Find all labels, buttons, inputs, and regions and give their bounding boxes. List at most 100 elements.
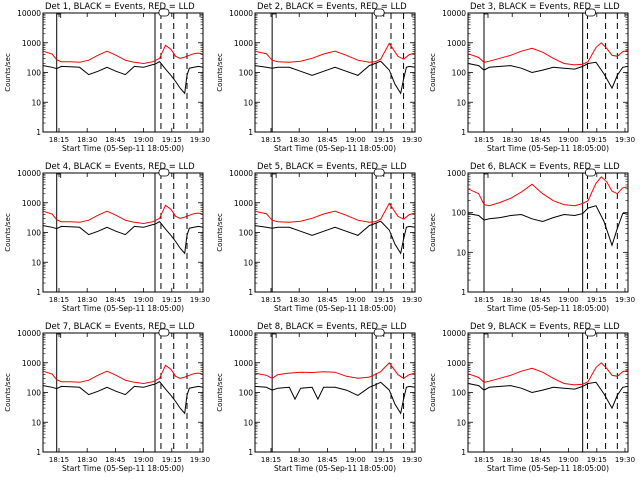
y-axis-label: Counts/sec: [429, 53, 437, 92]
y-tick-label: 100: [239, 69, 254, 78]
y-axis-label: Counts/sec: [429, 213, 437, 252]
saa-marker-box: [158, 8, 170, 17]
x-tick-label: 19:15: [162, 296, 182, 304]
x-tick-label: 19:00: [559, 136, 579, 144]
chart-panel-1: 1 10 100 1000 10000 18:15 18:30 18:45 19:00 19:15…: [4, 2, 210, 153]
saa-marker-box: [373, 8, 385, 17]
y-tick-label: 1000: [234, 359, 253, 368]
y-tick-label: 10: [243, 418, 253, 427]
x-tick-label: 19:30: [402, 136, 422, 144]
y-tick-label: 100: [27, 229, 42, 238]
chart-panel-7: 1 10 100 1000 10000 18:15 18:30 18:45 19:00 19:15…: [4, 322, 210, 473]
x-tick-label: 18:15: [49, 296, 69, 304]
chart-title: Det 5, BLACK = Events, RED = LLD: [257, 162, 407, 172]
x-tick-label: 19:30: [190, 456, 210, 464]
flag-marker: [272, 13, 277, 18]
x-tick-label: 18:45: [317, 296, 337, 304]
x-tick-label: 18:30: [289, 456, 309, 464]
y-tick-label: 1000: [447, 39, 466, 48]
x-tick-label: 19:30: [402, 296, 422, 304]
events-series-line: [254, 381, 416, 415]
x-tick-label: 18:15: [49, 456, 69, 464]
y-tick-label: 100: [27, 389, 42, 398]
chart-panel-4: 1 10 100 1000 10000 18:15 18:30 18:45 19:00 19:15…: [4, 162, 210, 313]
y-tick-label: 1000: [447, 169, 466, 178]
x-tick-label: 18:30: [289, 136, 309, 144]
y-tick-label: 10: [243, 258, 253, 267]
lld-series-line: [42, 364, 204, 385]
saa-marker-box: [585, 328, 596, 337]
y-tick-label: 10: [456, 248, 466, 257]
x-tick-label: 18:45: [317, 456, 337, 464]
saa-marker-box: [585, 8, 596, 17]
x-tick-label: 18:15: [474, 456, 494, 464]
lld-series-line: [467, 362, 629, 386]
events-series-line: [467, 61, 629, 90]
x-tick-label: 19:00: [134, 296, 154, 304]
y-tick-label: 10: [456, 98, 466, 107]
chart-title: Det 4, BLACK = Events, RED = LLD: [45, 162, 195, 172]
flag-marker: [56, 13, 62, 18]
x-tick-label: 18:30: [502, 456, 522, 464]
x-tick-label: 18:30: [502, 136, 522, 144]
y-tick-label: 100: [239, 229, 254, 238]
x-tick-label: 19:00: [134, 456, 154, 464]
lld-series-line: [254, 42, 416, 63]
y-tick-label: 1000: [234, 199, 253, 208]
y-tick-label: 1: [461, 128, 466, 137]
y-tick-label: 10000: [17, 329, 41, 338]
y-tick-label: 100: [452, 389, 467, 398]
saa-marker-box: [373, 168, 385, 177]
saa-marker-box: [158, 168, 170, 177]
y-axis-label: Counts/sec: [4, 53, 12, 92]
y-tick-label: 1000: [22, 39, 41, 48]
lld-series-line: [467, 42, 629, 66]
x-tick-label: 19:00: [346, 296, 366, 304]
x-tick-label: 18:30: [289, 296, 309, 304]
flag-marker: [272, 173, 277, 178]
chart-panel-3: 1 10 100 1000 10000 18:15 18:30 18:45 19:00 19:15…: [429, 2, 635, 153]
events-series-line: [467, 205, 629, 247]
x-tick-label: 18:45: [105, 136, 125, 144]
saa-marker-box: [585, 168, 596, 177]
chart-title: Det 2, BLACK = Events, RED = LLD: [257, 2, 407, 12]
x-tick-label: 19:00: [134, 136, 154, 144]
y-tick-label: 1: [248, 128, 253, 137]
x-tick-label: 19:30: [615, 136, 635, 144]
x-tick-label: 19:30: [190, 136, 210, 144]
x-tick-label: 18:15: [474, 296, 494, 304]
y-tick-label: 10: [243, 98, 253, 107]
x-tick-label: 19:15: [374, 296, 394, 304]
x-tick-label: 18:45: [530, 296, 550, 304]
x-tick-label: 18:30: [77, 456, 97, 464]
y-tick-label: 1000: [22, 199, 41, 208]
chart-title: Det 6, BLACK = Events, RED = LLD: [470, 162, 620, 172]
y-tick-label: 1: [461, 288, 466, 297]
y-tick-label: 10: [31, 258, 41, 267]
x-tick-label: 18:15: [261, 456, 281, 464]
chart-title: Det 3, BLACK = Events, RED = LLD: [470, 2, 620, 12]
x-tick-label: 19:30: [402, 456, 422, 464]
x-axis-label: Start Time (05-Sep-11 18:05:00): [274, 464, 396, 473]
flag-marker: [56, 333, 62, 338]
chart-panel-8: 1 10 100 1000 10000 18:15 18:30 18:45 19:00 19:15…: [216, 322, 422, 473]
x-axis-label: Start Time (05-Sep-11 18:05:00): [274, 304, 396, 313]
lld-series-line: [42, 44, 204, 65]
y-tick-label: 10: [31, 418, 41, 427]
flag-marker: [272, 333, 277, 338]
flag-marker: [484, 173, 489, 178]
chart-panel-9: 1 10 100 1000 10000 18:15 18:30 18:45 19:00 19:15…: [429, 322, 635, 473]
y-tick-label: 1000: [234, 39, 253, 48]
y-axis-label: Counts/sec: [216, 213, 224, 252]
events-series-line: [254, 60, 416, 95]
x-tick-label: 19:30: [615, 296, 635, 304]
y-tick-label: 10000: [229, 329, 253, 338]
y-tick-label: 1: [248, 288, 253, 297]
x-tick-label: 19:30: [190, 296, 210, 304]
x-axis-label: Start Time (05-Sep-11 18:05:00): [487, 304, 609, 313]
y-axis-label: Counts/sec: [429, 373, 437, 412]
y-tick-label: 1: [461, 448, 466, 457]
x-tick-label: 18:45: [530, 136, 550, 144]
